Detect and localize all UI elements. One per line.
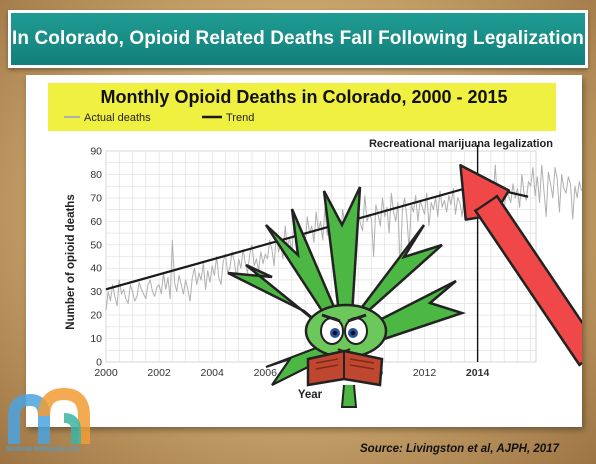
x-tick-label: 2000	[94, 367, 118, 379]
book-lines	[315, 358, 375, 370]
y-tick-label: 70	[90, 192, 102, 204]
leaf-blade-left	[227, 263, 331, 334]
x-tick-label: 2004	[200, 367, 224, 379]
leaf-mascot	[227, 186, 467, 408]
x-axis-label: Year	[298, 389, 323, 401]
right-brow	[347, 313, 367, 323]
y-tick-label: 90	[90, 146, 102, 158]
title-banner: In Colorado, Opioid Related Deaths Fall …	[8, 10, 588, 68]
red-arrow	[459, 164, 582, 367]
y-tick-label: 20	[90, 310, 102, 322]
x-tick-label: 2002	[147, 367, 171, 379]
x-tick-label: 2014	[466, 367, 490, 379]
opioid-chart: Monthly Opioid Deaths in Colorado, 2000 …	[48, 83, 582, 408]
legalization-annotation: Recreational marijuana legalization	[369, 138, 553, 150]
y-tick-label: 80	[90, 169, 102, 181]
title-highlight	[48, 83, 556, 131]
chart-title: Monthly Opioid Deaths in Colorado, 2000 …	[100, 87, 507, 107]
legend-trend-label: Trend	[226, 112, 254, 124]
y-tick-label: 30	[90, 286, 102, 298]
banner-text: In Colorado, Opioid Related Deaths Fall …	[11, 28, 584, 49]
leaf-stem	[340, 384, 358, 408]
right-pupil-dot	[350, 330, 356, 336]
logo-text: Medical Marijuana 411	[6, 446, 80, 453]
y-tick-label: 0	[96, 357, 102, 369]
x-tick-label: 2012	[413, 367, 437, 379]
y-tick-label: 50	[90, 239, 102, 251]
left-pupil-dot	[332, 330, 338, 336]
legend: Actual deaths Trend	[64, 112, 254, 124]
y-tick-label: 40	[90, 263, 102, 275]
y-tick-label: 10	[90, 333, 102, 345]
source-citation: Source: Livingston et al, AJPH, 2017	[360, 443, 559, 455]
legend-actual-label: Actual deaths	[84, 112, 151, 124]
left-brow	[321, 313, 341, 323]
medical-marijuana-logo-icon	[8, 387, 90, 444]
y-axis-label: Number of opioid deaths	[65, 194, 77, 329]
y-tick-label: 60	[90, 216, 102, 228]
x-tick-label: 2006	[254, 367, 278, 379]
chart-card: Monthly Opioid Deaths in Colorado, 2000 …	[26, 75, 582, 427]
